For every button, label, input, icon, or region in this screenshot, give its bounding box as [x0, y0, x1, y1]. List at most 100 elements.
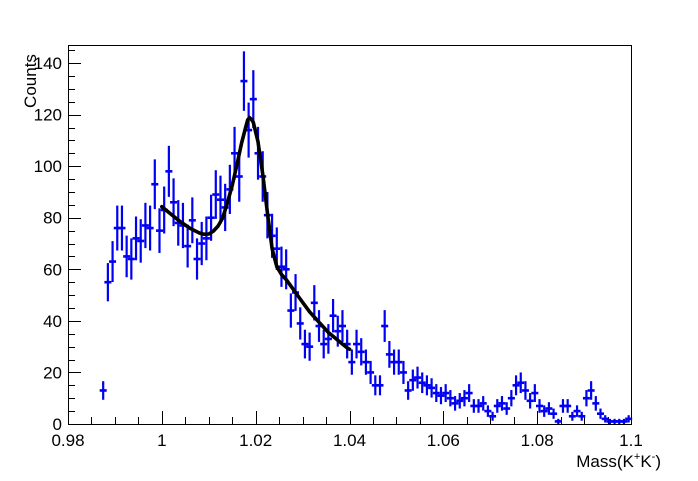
data-point: [437, 387, 445, 405]
data-marker: [353, 342, 361, 346]
data-point: [132, 216, 140, 261]
data-point: [414, 366, 422, 389]
data-marker: [432, 391, 440, 395]
data-point: [446, 390, 454, 407]
data-marker: [287, 309, 295, 312]
data-point: [409, 369, 417, 391]
data-marker: [320, 342, 328, 346]
data-marker: [597, 412, 605, 415]
data-point: [141, 202, 149, 249]
x-title-superscript: +: [634, 451, 640, 463]
data-marker: [188, 219, 196, 222]
data-point: [470, 399, 478, 413]
data-point: [395, 349, 403, 375]
x-title-text: ): [655, 452, 661, 471]
data-point: [493, 399, 501, 413]
data-marker: [141, 224, 149, 227]
data-point: [301, 329, 309, 359]
data-point: [536, 399, 544, 413]
data-point: [390, 349, 398, 375]
data-point: [329, 299, 337, 333]
data-marker: [99, 389, 107, 392]
data-marker: [151, 182, 159, 186]
data-marker: [615, 420, 623, 423]
data-marker: [165, 170, 173, 173]
data-point: [620, 418, 628, 424]
data-marker: [306, 345, 314, 348]
data-marker: [409, 378, 417, 382]
data-point: [193, 238, 201, 280]
data-marker: [127, 257, 135, 261]
data-point: [559, 399, 567, 413]
data-point: [99, 381, 107, 400]
data-point: [442, 384, 450, 402]
data-point: [601, 415, 609, 423]
data-marker: [423, 384, 431, 387]
data-marker: [249, 97, 257, 101]
data-point: [137, 219, 145, 263]
data-point: [465, 384, 473, 402]
plot-frame: [68, 45, 632, 425]
data-point: [578, 411, 586, 421]
data-marker: [282, 268, 290, 271]
x-tick-label: 1.06: [427, 431, 460, 450]
data-point: [324, 324, 332, 354]
x-axis-title: Mass(K+K-): [576, 451, 661, 471]
data-point: [475, 399, 483, 413]
data-point: [545, 402, 553, 415]
x-axis-ticks: [68, 411, 632, 424]
data-marker: [212, 193, 220, 196]
data-point: [348, 349, 356, 375]
data-point: [399, 360, 407, 384]
data-marker: [348, 360, 356, 364]
data-point: [587, 381, 595, 400]
data-point: [573, 405, 581, 417]
data-point: [245, 102, 253, 158]
data-point: [432, 384, 440, 402]
data-point: [479, 396, 487, 411]
data-point: [118, 205, 126, 251]
y-axis-tick-labels: 0 20 40 60 80 100 120 140: [34, 54, 62, 434]
data-marker: [489, 414, 497, 418]
data-point: [123, 235, 131, 278]
data-point: [240, 51, 248, 111]
data-marker: [113, 226, 121, 230]
data-marker: [184, 244, 192, 248]
data-marker: [362, 360, 370, 364]
x-tick-label: 1.02: [239, 431, 272, 450]
data-point: [287, 293, 295, 328]
y-tick-label: 120: [34, 106, 62, 125]
data-point: [507, 390, 515, 407]
data-point: [367, 360, 375, 384]
data-marker: [437, 394, 445, 397]
data-point: [296, 307, 304, 340]
data-point: [554, 418, 562, 424]
data-point: [540, 405, 548, 417]
data-marker: [460, 396, 468, 400]
data-point: [615, 418, 623, 424]
data-point: [151, 159, 159, 210]
data-marker: [531, 391, 539, 395]
data-marker: [385, 353, 393, 356]
data-marker: [587, 389, 595, 392]
data-marker: [451, 402, 459, 405]
data-point: [526, 393, 534, 409]
data-point: [418, 372, 426, 394]
data-marker: [418, 381, 426, 385]
data-point: [582, 390, 590, 407]
data-point: [362, 349, 370, 375]
data-point: [249, 70, 257, 129]
data-point: [428, 378, 436, 398]
data-marker: [568, 414, 576, 418]
data-marker: [517, 381, 525, 385]
data-marker: [578, 414, 586, 418]
y-tick-label: 140: [34, 54, 62, 73]
data-marker: [240, 79, 248, 83]
data-marker: [231, 151, 239, 155]
data-point: [216, 175, 224, 224]
data-point: [109, 241, 117, 283]
data-point: [521, 381, 529, 400]
data-point: [353, 329, 361, 359]
